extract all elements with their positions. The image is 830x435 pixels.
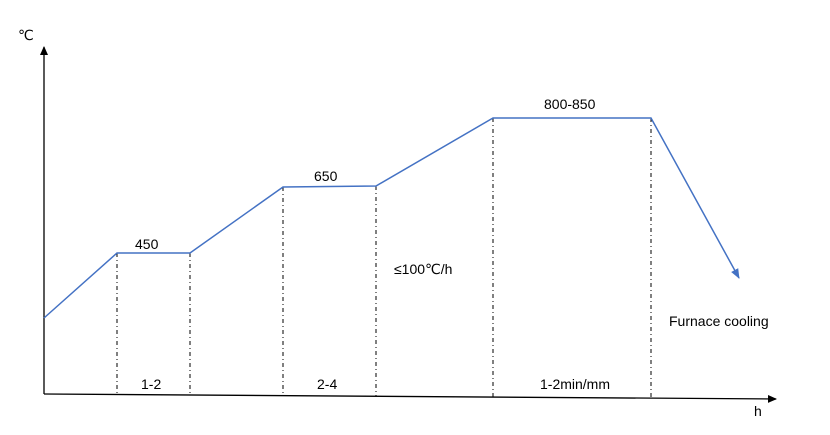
duration-label-2-4: 2-4 [317,376,337,392]
x-axis [43,393,777,403]
temperature-label-650: 650 [314,168,338,184]
furnace-cooling-label: Furnace cooling [669,313,769,329]
duration-label-1-2min-mm: 1-2min/mm [540,376,610,392]
y-axis-unit: ℃ [18,27,34,43]
temperature-label-450: 450 [135,236,159,252]
guide-lines [116,118,652,398]
heating-rate-label: ≤100℃/h [394,261,452,277]
temperature-label-800-850: 800-850 [544,96,596,112]
temperature-curve [43,117,740,319]
duration-label-1-2: 1-2 [141,376,161,392]
x-axis-unit: h [754,403,762,419]
